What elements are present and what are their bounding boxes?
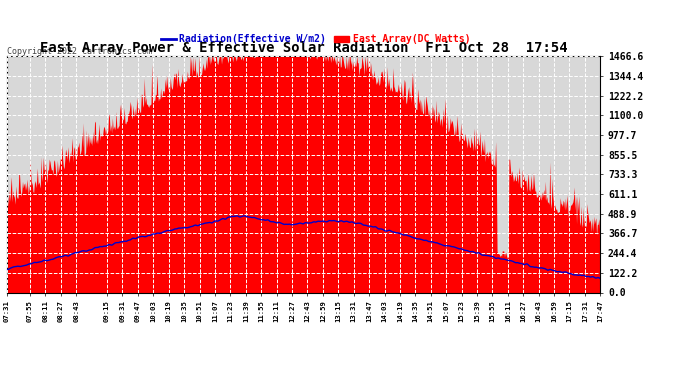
- Title: East Array Power & Effective Solar Radiation  Fri Oct 28  17:54: East Array Power & Effective Solar Radia…: [40, 41, 567, 55]
- Text: Copyright 2022 Cartronics.com: Copyright 2022 Cartronics.com: [7, 47, 152, 56]
- Legend: Radiation(Effective W/m2), East Array(DC Watts): Radiation(Effective W/m2), East Array(DC…: [157, 30, 474, 48]
